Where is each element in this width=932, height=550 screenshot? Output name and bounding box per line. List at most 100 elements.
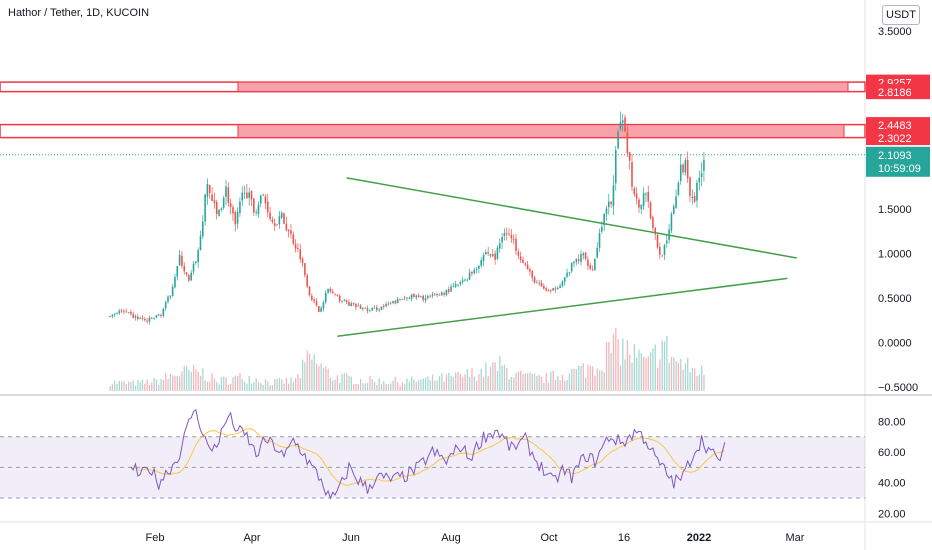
volume-bar <box>123 380 125 391</box>
candle-body <box>297 247 299 249</box>
volume-bar <box>580 365 582 391</box>
volume-bar <box>176 376 178 391</box>
candle-body <box>447 289 450 293</box>
volume-bar <box>445 374 448 391</box>
candle-body <box>666 240 668 244</box>
volume-bar <box>406 378 408 391</box>
volume-bar <box>513 377 515 391</box>
candle-body <box>195 261 197 264</box>
volume-bar <box>698 374 700 391</box>
candle-body <box>675 196 677 208</box>
volume-bar <box>141 379 144 391</box>
volume-bar <box>457 371 459 391</box>
candle-body <box>206 183 209 197</box>
time-tick-label: Mar <box>786 532 805 544</box>
candle-body <box>389 303 392 305</box>
volume-bar <box>420 379 422 391</box>
candle-body <box>362 308 364 310</box>
candle-body <box>266 201 269 213</box>
candle-body <box>243 192 246 194</box>
candle-body <box>406 297 408 299</box>
volume-bar <box>274 379 276 391</box>
volume-bar <box>703 374 705 391</box>
volume-bar <box>689 372 691 391</box>
volume-bar <box>552 370 554 391</box>
candle-body <box>181 255 183 267</box>
volume-bar <box>503 364 506 391</box>
candle-body <box>429 295 431 297</box>
candle-body <box>633 188 636 195</box>
volume-bar <box>441 373 443 391</box>
candle-body <box>580 254 582 262</box>
candle-body <box>468 272 471 280</box>
volume-bar <box>355 383 357 391</box>
volume-bar <box>475 381 478 391</box>
candle-body <box>443 293 445 295</box>
candle-body <box>394 300 397 304</box>
candle-body <box>559 285 561 289</box>
candle-body <box>628 152 631 161</box>
volume-bar <box>587 364 589 391</box>
volume-bar <box>594 375 596 391</box>
candle-body <box>229 203 232 207</box>
volume-bar <box>431 374 434 391</box>
candle-body <box>301 258 304 264</box>
volume-bar <box>306 350 308 391</box>
volume-bar <box>121 381 123 391</box>
volume-bar <box>601 370 603 391</box>
candle-body <box>452 286 455 287</box>
candle-body <box>260 195 262 204</box>
volume-bar <box>162 379 165 391</box>
candle-body <box>141 317 144 319</box>
candle-body <box>320 307 322 312</box>
candle-body <box>543 285 545 289</box>
volume-bar <box>422 378 424 391</box>
candle-body <box>679 164 682 182</box>
candle-body <box>568 272 571 274</box>
zone-bottom-tag-label: 2.8186 <box>878 87 912 99</box>
candle-body <box>677 182 680 195</box>
candle-body <box>345 300 348 303</box>
volume-bar <box>434 380 436 391</box>
candle-body <box>510 235 513 239</box>
candle-body <box>157 314 160 316</box>
candle-body <box>188 274 190 281</box>
candle-body <box>700 173 703 177</box>
candle-body <box>608 201 610 208</box>
candle-body <box>294 244 297 249</box>
volume-bar <box>661 340 663 391</box>
candle-body <box>538 282 540 284</box>
candle-body <box>148 317 151 322</box>
candle-body <box>227 187 230 203</box>
candle-body <box>584 252 587 259</box>
candle-body <box>155 315 158 318</box>
candle-body <box>364 307 366 309</box>
volume-bar <box>487 376 489 391</box>
candle-body <box>591 269 594 270</box>
candle-body <box>290 230 292 235</box>
candle-body <box>649 202 652 219</box>
volume-bar <box>190 372 192 391</box>
candle-body <box>285 223 288 231</box>
oscillator-panel <box>0 408 865 500</box>
candle-body <box>501 237 503 243</box>
volume-bar <box>357 384 359 391</box>
candle-body <box>169 295 172 297</box>
volume-bar <box>538 374 540 391</box>
volume-bar <box>267 381 269 391</box>
currency-button[interactable]: USDT <box>882 5 920 25</box>
volume-bar <box>134 385 137 391</box>
time-axis-ticks: Feb Apr Jun Aug Oct 16 2022 Mar <box>146 532 805 544</box>
candle-body <box>475 269 478 271</box>
volume-bar <box>174 375 176 391</box>
candle-body <box>424 298 427 301</box>
candle-body <box>366 308 369 311</box>
volume-bar <box>631 362 633 391</box>
candle-body <box>313 299 315 302</box>
candle-body <box>436 293 438 296</box>
volume-bar <box>292 382 294 391</box>
price-tick-label: 1.5000 <box>878 204 912 216</box>
volume-bar <box>295 378 297 391</box>
candle-body <box>617 131 619 149</box>
